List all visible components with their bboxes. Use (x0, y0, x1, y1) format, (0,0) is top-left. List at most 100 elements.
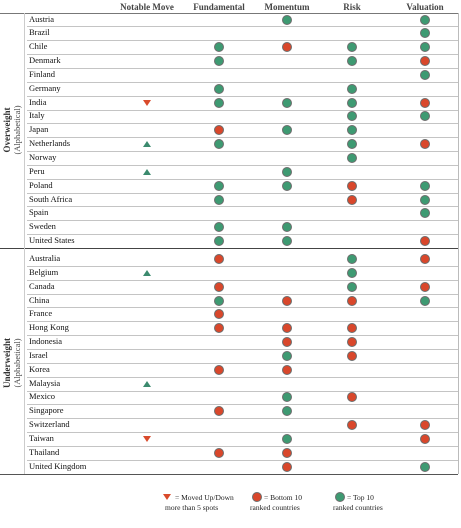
legend-text: = Top 10 ranked countries (333, 493, 383, 513)
row-divider (27, 279, 458, 281)
row-divider (27, 192, 458, 194)
bottom-10-marker (282, 364, 292, 375)
column-header-fundamental: Fundamental (193, 2, 245, 12)
moved-down-icon (142, 436, 151, 442)
top-10-marker (347, 111, 357, 122)
top-10-marker (420, 194, 430, 205)
moved-up-icon (142, 380, 151, 387)
country-label: Peru (29, 165, 45, 176)
bottom-10-marker (214, 364, 224, 375)
group-label-divider (24, 13, 25, 474)
country-label: United States (29, 235, 75, 246)
row-divider (27, 40, 458, 42)
top-10-marker (214, 42, 224, 53)
row-divider (27, 265, 458, 267)
country-label: Spain (29, 207, 49, 218)
top-10-marker (282, 222, 292, 233)
column-header-valuation: Valuation (406, 2, 444, 12)
top-10-marker (347, 267, 357, 278)
bottom-10-marker (347, 180, 357, 191)
bottom-10-marker (214, 281, 224, 292)
row-divider (27, 54, 458, 56)
country-label: Canada (29, 280, 55, 291)
legend-line: ranked countries (333, 503, 383, 512)
country-label: Chile (29, 41, 48, 52)
row-divider (27, 26, 458, 28)
bottom-10-marker (214, 125, 224, 136)
bottom-10-marker (347, 350, 357, 361)
table-bottom-rule (0, 473, 458, 475)
row-divider (27, 445, 458, 447)
column-header-risk: Risk (343, 2, 361, 12)
top-10-marker (282, 434, 292, 444)
country-label: Hong Kong (29, 322, 69, 333)
bottom-10-marker (282, 295, 292, 306)
row-divider (27, 376, 458, 378)
country-label: Indonesia (29, 336, 63, 347)
moved-up-icon (142, 141, 151, 148)
row-divider (27, 206, 458, 208)
top-10-marker (214, 295, 224, 306)
country-label: Malaysia (29, 377, 61, 388)
top-10-marker (214, 97, 224, 108)
top-10-marker (214, 236, 224, 247)
country-label: Germany (29, 82, 61, 93)
country-label: Netherlands (29, 138, 71, 149)
top-10-marker (282, 236, 292, 247)
row-divider (27, 404, 458, 406)
top-10-marker (282, 350, 292, 361)
moved-up-icon (142, 269, 151, 276)
bottom-10-marker (420, 281, 430, 292)
legend-line: more than 5 spots (165, 503, 219, 512)
country-label: Finland (29, 68, 55, 79)
country-label: Italy (29, 110, 45, 121)
legend-line: = Bottom 10 (264, 493, 302, 502)
top-10-marker (420, 180, 430, 191)
row-divider (27, 81, 458, 83)
row-divider (27, 151, 458, 153)
group-sort-note: (Alphabetical) (12, 105, 22, 155)
bottom-10-marker (420, 139, 430, 150)
top-10-marker (347, 97, 357, 108)
country-label: Brazil (29, 27, 50, 38)
row-divider (27, 321, 458, 323)
group-label-overweight: Overweight (Alphabetical) (2, 70, 22, 190)
top-10-marker (347, 253, 357, 264)
top-10-marker (347, 281, 357, 292)
bottom-10-marker (420, 420, 430, 431)
row-divider (27, 178, 458, 180)
top-10-marker (420, 42, 430, 53)
top-10-marker (420, 295, 430, 306)
group-name: Overweight (2, 107, 12, 153)
country-label: Sweden (29, 221, 56, 232)
bottom-10-marker (282, 447, 292, 458)
top-10-marker (282, 125, 292, 136)
legend-line: = Top 10 (347, 493, 374, 502)
bottom-10-marker (347, 194, 357, 205)
group-separator (0, 248, 458, 250)
top-10-marker (282, 406, 292, 417)
top-10-marker (420, 111, 430, 122)
row-divider (27, 109, 458, 111)
bottom-10-marker (282, 42, 292, 53)
country-label: Norway (29, 152, 57, 162)
row-divider (27, 95, 458, 97)
bottom-10-marker (347, 392, 357, 403)
country-label: Taiwan (29, 433, 54, 443)
bottom-10-marker (420, 434, 430, 444)
row-divider (27, 348, 458, 350)
country-label: China (29, 294, 50, 305)
top-10-marker (214, 139, 224, 150)
top-10-marker (347, 42, 357, 53)
top-10-marker (420, 69, 430, 80)
top-10-marker (420, 461, 430, 472)
bottom-10-marker (347, 337, 357, 348)
country-label: Austria (29, 13, 55, 24)
row-divider (27, 234, 458, 236)
group-label-underweight: Underweight (Alphabetical) (2, 303, 22, 423)
country-label: France (29, 308, 53, 319)
row-divider (27, 67, 458, 69)
top-10-marker (214, 194, 224, 205)
country-label: Switzerland (29, 419, 70, 430)
country-label: Thailand (29, 446, 60, 457)
